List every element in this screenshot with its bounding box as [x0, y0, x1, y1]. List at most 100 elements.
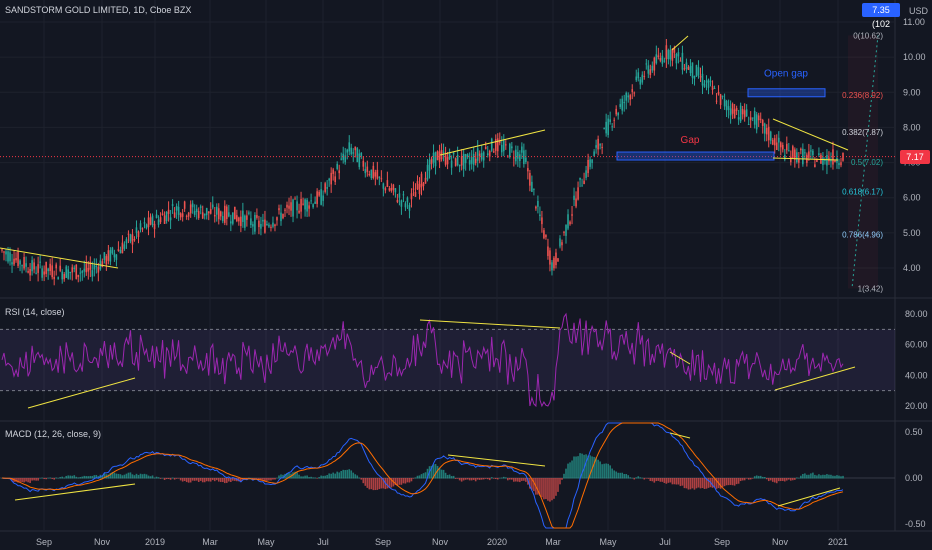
candle-body: [75, 264, 78, 279]
macd-histogram-bar: [173, 478, 176, 480]
candle-body: [195, 208, 198, 212]
candle-body: [679, 60, 682, 62]
macd-histogram-bar: [424, 472, 427, 479]
candle-body: [300, 198, 302, 212]
candle-body: [418, 183, 421, 194]
macd-histogram-bar: [456, 478, 459, 479]
candle-body: [328, 178, 330, 181]
rsi-title[interactable]: RSI (14, close): [5, 307, 65, 317]
candle-body: [605, 121, 607, 134]
candle-body: [302, 203, 304, 205]
macd-histogram-bar: [593, 456, 595, 479]
candle-body: [804, 152, 806, 154]
candle-body: [374, 172, 377, 177]
macd-histogram-bar: [426, 468, 429, 479]
trend-line: [671, 35, 689, 51]
candle-body: [157, 219, 160, 225]
macd-histogram-bar: [181, 478, 184, 482]
time-tick-label: 2021: [828, 537, 848, 547]
candle-body: [350, 147, 353, 155]
fib-zone: [848, 35, 878, 289]
candle-body: [504, 144, 507, 146]
macd-histogram-bar: [340, 470, 343, 479]
macd-histogram-bar: [406, 478, 409, 483]
candle-body: [187, 212, 190, 217]
macd-pane[interactable]: [0, 422, 895, 529]
macd-histogram-bar: [623, 474, 626, 479]
candle-body: [73, 267, 76, 270]
macd-histogram-bar: [71, 475, 74, 479]
macd-histogram-bar: [232, 478, 234, 481]
macd-histogram-bar: [478, 478, 481, 480]
macd-histogram-bar: [470, 478, 473, 481]
candle-body: [404, 203, 407, 208]
macd-histogram-bar: [444, 472, 447, 479]
candle-body: [19, 260, 21, 265]
candle-body: [601, 146, 603, 148]
candle-body: [767, 126, 770, 141]
candle-body: [521, 146, 523, 153]
macd-histogram-bar: [304, 475, 306, 479]
macd-histogram-bar: [735, 478, 738, 485]
macd-histogram-bar: [434, 463, 437, 479]
macd-histogram-bar: [697, 478, 700, 488]
candle-body: [781, 144, 784, 150]
candle-body: [292, 199, 294, 217]
candle-body: [647, 65, 650, 74]
candle-body: [641, 74, 644, 83]
candle-body: [701, 73, 704, 86]
candle-body: [739, 105, 742, 122]
macd-histogram-bar: [446, 474, 449, 479]
macd-histogram-bar: [511, 478, 513, 480]
price-pane[interactable]: [0, 38, 895, 286]
candle-body: [13, 258, 15, 265]
time-tick-label: Sep: [36, 537, 52, 547]
fib-level-label: 0.382(7.87): [842, 128, 883, 137]
macd-histogram-bar: [755, 475, 758, 479]
macd-histogram-bar: [153, 477, 156, 479]
candle-body: [89, 261, 92, 270]
macd-histogram-bar: [723, 478, 726, 487]
macd-histogram-bar: [671, 478, 674, 485]
candle-body: [563, 231, 565, 233]
macd-tick-label: -0.50: [905, 519, 926, 529]
candle-body: [336, 163, 338, 170]
candle-body: [480, 153, 483, 160]
candle-body: [673, 47, 676, 53]
macd-histogram-bar: [828, 474, 830, 479]
candle-body: [119, 250, 122, 254]
macd-histogram-bar: [763, 477, 766, 479]
macd-histogram-bar: [141, 474, 144, 479]
candle-body: [810, 150, 812, 152]
macd-histogram-bar: [599, 461, 601, 479]
candle-body: [613, 119, 615, 121]
macd-histogram-bar: [117, 473, 120, 479]
macd-histogram-bar: [123, 474, 126, 479]
candle-body: [179, 213, 182, 218]
candle-body: [631, 89, 634, 93]
macd-histogram-bar: [362, 478, 365, 484]
macd-histogram-bar: [39, 477, 41, 479]
candle-body: [5, 251, 7, 255]
candle-body: [201, 212, 204, 219]
candle-body: [205, 208, 208, 216]
drawing-overlays[interactable]: Open gap Gap 0(10.62) 0.236(8.92) 0.382(7.87…: [0, 31, 883, 293]
rsi-pane[interactable]: [0, 312, 895, 409]
macd-histogram-bar: [639, 477, 642, 479]
macd-histogram-bar: [798, 477, 800, 479]
macd-histogram-bar: [699, 478, 702, 489]
candle-body: [625, 92, 628, 101]
macd-histogram-bar: [482, 478, 485, 480]
candle-body: [609, 119, 611, 122]
macd-histogram-bar: [396, 478, 399, 487]
candle-body: [211, 204, 214, 208]
macd-histogram-bar: [183, 478, 186, 481]
macd-histogram-bar: [611, 468, 613, 479]
candle-body: [342, 153, 345, 160]
macd-histogram-bar: [17, 478, 19, 483]
candle-body: [834, 160, 836, 162]
macd-title[interactable]: MACD (12, 26, close, 9): [5, 429, 102, 439]
candle-body: [416, 181, 419, 190]
candle-body: [555, 252, 557, 266]
